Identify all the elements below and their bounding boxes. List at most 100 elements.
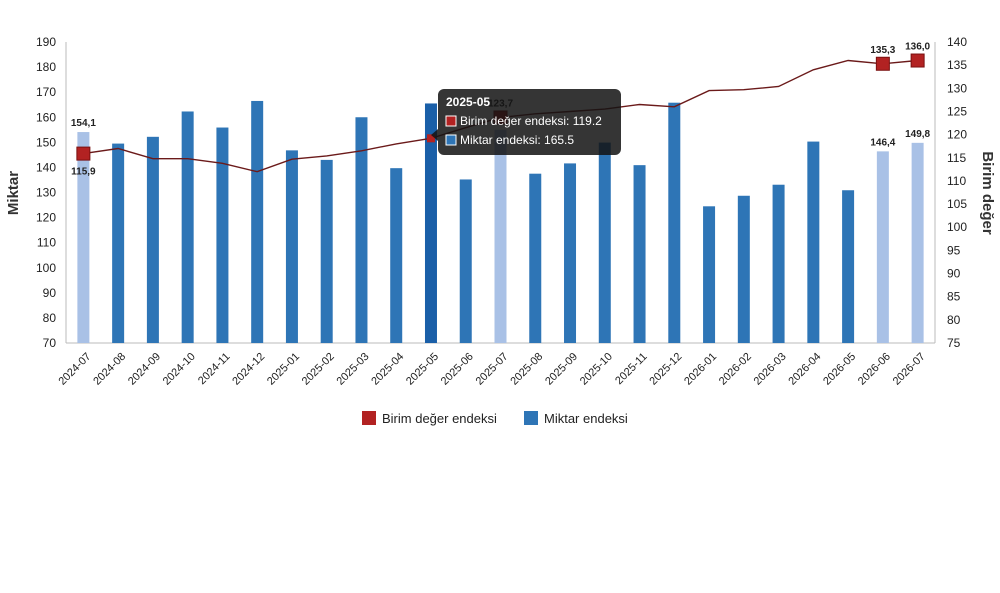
y2-tick-label: 135: [947, 58, 967, 72]
y-tick-label: 160: [36, 110, 56, 124]
line-marker: [76, 146, 91, 161]
y-tick-label: 70: [43, 336, 57, 350]
bar: [598, 142, 611, 343]
bar: [146, 136, 159, 343]
y2-tick-label: 115: [947, 151, 966, 165]
tooltip-swatch: [445, 134, 457, 146]
line-marker: [875, 56, 890, 71]
y-tick-label: 130: [36, 186, 56, 200]
bar: [181, 111, 194, 343]
x-tick-label: 2025-09: [543, 351, 580, 388]
bar: [285, 150, 298, 343]
bar: [529, 173, 542, 343]
x-tick-label: 2026-07: [891, 351, 928, 388]
y2-tick-label: 90: [947, 267, 961, 281]
y-tick-label: 140: [36, 160, 56, 174]
x-tick-label: 2026-03: [752, 351, 789, 388]
tooltip-swatch: [445, 115, 457, 127]
bar: [251, 100, 264, 343]
y-tick-label: 120: [36, 211, 56, 225]
y-axis-title: Miktar: [5, 171, 22, 215]
bar: [703, 206, 716, 343]
bar: [320, 159, 333, 343]
y-tick-label: 100: [36, 261, 56, 275]
tooltip-box: [438, 89, 621, 155]
right-axis-ticks: 75 80 85 90 95 100 105 110 115 120 125 130 135 140: [947, 35, 967, 350]
x-tick-label: 2025-07: [474, 351, 511, 388]
bar: [494, 129, 507, 343]
bar: [668, 102, 681, 344]
bar: [112, 143, 125, 343]
data-label: 154,1: [71, 118, 96, 129]
x-tick-label: 2025-10: [578, 351, 615, 388]
bar: [876, 151, 889, 343]
bar: [807, 141, 820, 343]
x-tick-label: 2026-06: [856, 351, 893, 388]
y-tick-label: 190: [36, 35, 56, 49]
data-label: 136,0: [905, 42, 930, 53]
tooltip-title: 2025-05: [446, 95, 490, 109]
x-tick-label: 2026-05: [821, 351, 858, 388]
x-tick-label: 2025-11: [613, 351, 649, 387]
line-point-hovered: [426, 134, 435, 143]
y2-tick-label: 110: [947, 174, 966, 188]
x-axis-ticks: 2024-072024-082024-092024-102024-112024-…: [56, 351, 927, 388]
y-tick-label: 110: [37, 236, 56, 250]
bar: [390, 168, 403, 343]
legend-label: Birim değer endeksi: [382, 411, 497, 426]
x-tick-label: 2024-11: [196, 351, 232, 387]
y-tick-label: 80: [43, 311, 57, 325]
x-tick-label: 2025-08: [508, 351, 545, 388]
y2-tick-label: 95: [947, 243, 961, 257]
y-tick-label: 170: [36, 85, 56, 99]
x-tick-label: 2026-01: [682, 351, 719, 388]
x-tick-label: 2025-04: [369, 351, 406, 388]
legend: Birim değer endeksi Miktar endeksi: [362, 411, 628, 426]
x-tick-label: 2024-08: [91, 351, 128, 388]
x-tick-label: 2025-06: [439, 351, 476, 388]
x-tick-label: 2024-07: [56, 351, 93, 388]
x-tick-label: 2025-12: [647, 351, 684, 388]
bar: [564, 163, 577, 343]
y-tick-label: 180: [36, 60, 56, 74]
y2-axis-title: Birim değer: [979, 151, 996, 235]
y-tick-label: 150: [36, 135, 56, 149]
bar: [216, 127, 229, 343]
tooltip-caret: [431, 129, 438, 141]
y2-tick-label: 120: [947, 128, 967, 142]
bar: [737, 195, 750, 343]
left-axis-ticks: 70 80 90 100 110 120 130 140 150 160 170 180 190: [36, 35, 56, 350]
data-label: 146,4: [870, 137, 895, 148]
bar: [77, 132, 90, 343]
bar: [424, 103, 437, 344]
data-label: 149,8: [905, 129, 930, 140]
y2-tick-label: 75: [947, 336, 961, 350]
x-tick-label: 2025-05: [404, 351, 441, 388]
x-tick-label: 2025-03: [335, 351, 372, 388]
y-tick-label: 90: [43, 286, 57, 300]
tooltip-line: Birim değer endeksi: 119.2: [460, 114, 602, 128]
x-tick-label: 2024-12: [230, 351, 267, 388]
x-tick-label: 2025-01: [265, 351, 302, 388]
legend-swatch: [362, 411, 376, 425]
bar: [633, 165, 646, 343]
bar: [911, 142, 924, 343]
x-tick-label: 2026-02: [717, 351, 754, 388]
bar-series: [77, 100, 924, 344]
y2-tick-label: 105: [947, 197, 967, 211]
y2-tick-label: 100: [947, 220, 967, 234]
tooltip-line: Miktar endeksi: 165.5: [460, 133, 574, 147]
legend-label: Miktar endeksi: [544, 411, 628, 426]
y2-tick-label: 80: [947, 313, 961, 327]
y2-tick-label: 130: [947, 81, 967, 95]
x-tick-label: 2024-09: [126, 351, 163, 388]
y2-tick-label: 85: [947, 290, 961, 304]
bar: [459, 179, 472, 343]
line-marker: [910, 53, 925, 68]
x-tick-label: 2024-10: [161, 351, 198, 388]
bar: [772, 184, 785, 343]
x-tick-label: 2025-02: [300, 351, 337, 388]
legend-swatch: [524, 411, 538, 425]
bar: [842, 190, 855, 343]
